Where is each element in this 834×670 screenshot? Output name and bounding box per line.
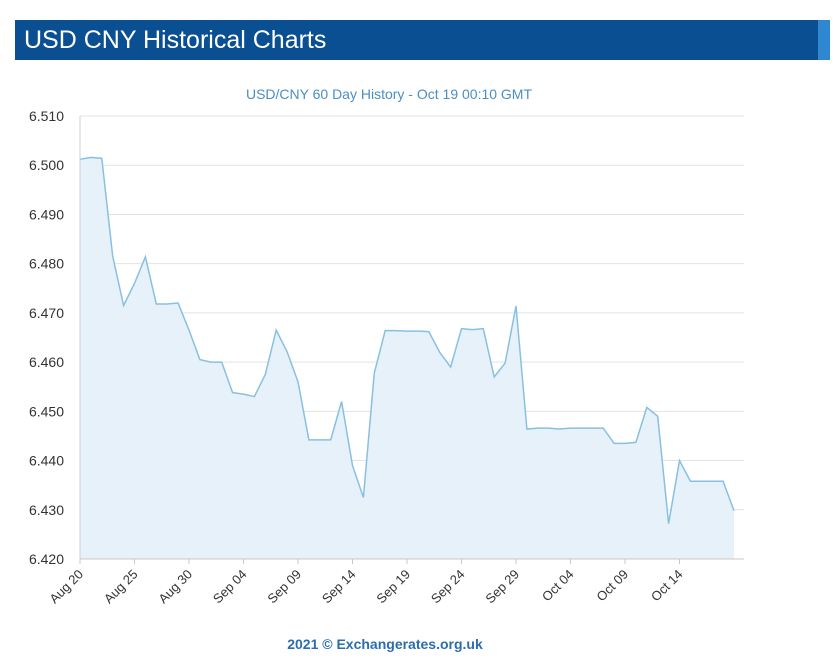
y-tick-label: 6.480 [29,256,64,272]
y-tick-label: 6.420 [29,551,64,567]
x-tick-label: Sep 24 [428,567,468,607]
x-tick-label: Sep 14 [319,567,359,607]
page-title: USD CNY Historical Charts [24,26,327,54]
y-tick-label: 6.470 [29,305,64,321]
chart-title: USD/CNY 60 Day History - Oct 19 00:10 GM… [246,86,532,102]
header-accent-tab [818,20,830,60]
y-tick-label: 6.450 [29,403,64,419]
x-tick-label: Sep 09 [264,567,304,607]
x-tick-label: Aug 20 [46,567,86,607]
y-tick-label: 6.440 [29,453,64,469]
y-tick-label: 6.500 [29,157,64,173]
x-tick-label: Sep 29 [482,567,522,607]
chart-plot-area [79,156,735,559]
x-tick-label: Sep 04 [210,567,250,607]
rate-line [79,156,735,524]
area-fill [80,157,734,559]
y-tick-label: 6.460 [29,354,64,370]
x-tick-label: Aug 25 [101,567,141,607]
x-tick-label: Oct 14 [648,567,686,605]
y-tick-label: 6.430 [29,502,64,518]
x-tick-label: Aug 30 [155,567,195,607]
y-tick-label: 6.510 [29,108,64,124]
y-tick-label: 6.490 [29,206,64,222]
page-header: USD CNY Historical Charts [15,20,818,60]
x-tick-label: Sep 19 [373,567,413,607]
copyright-footer: 2021 © Exchangerates.org.uk [287,636,483,652]
x-tick-label: Oct 09 [593,567,631,605]
x-tick-label: Oct 04 [539,567,577,605]
